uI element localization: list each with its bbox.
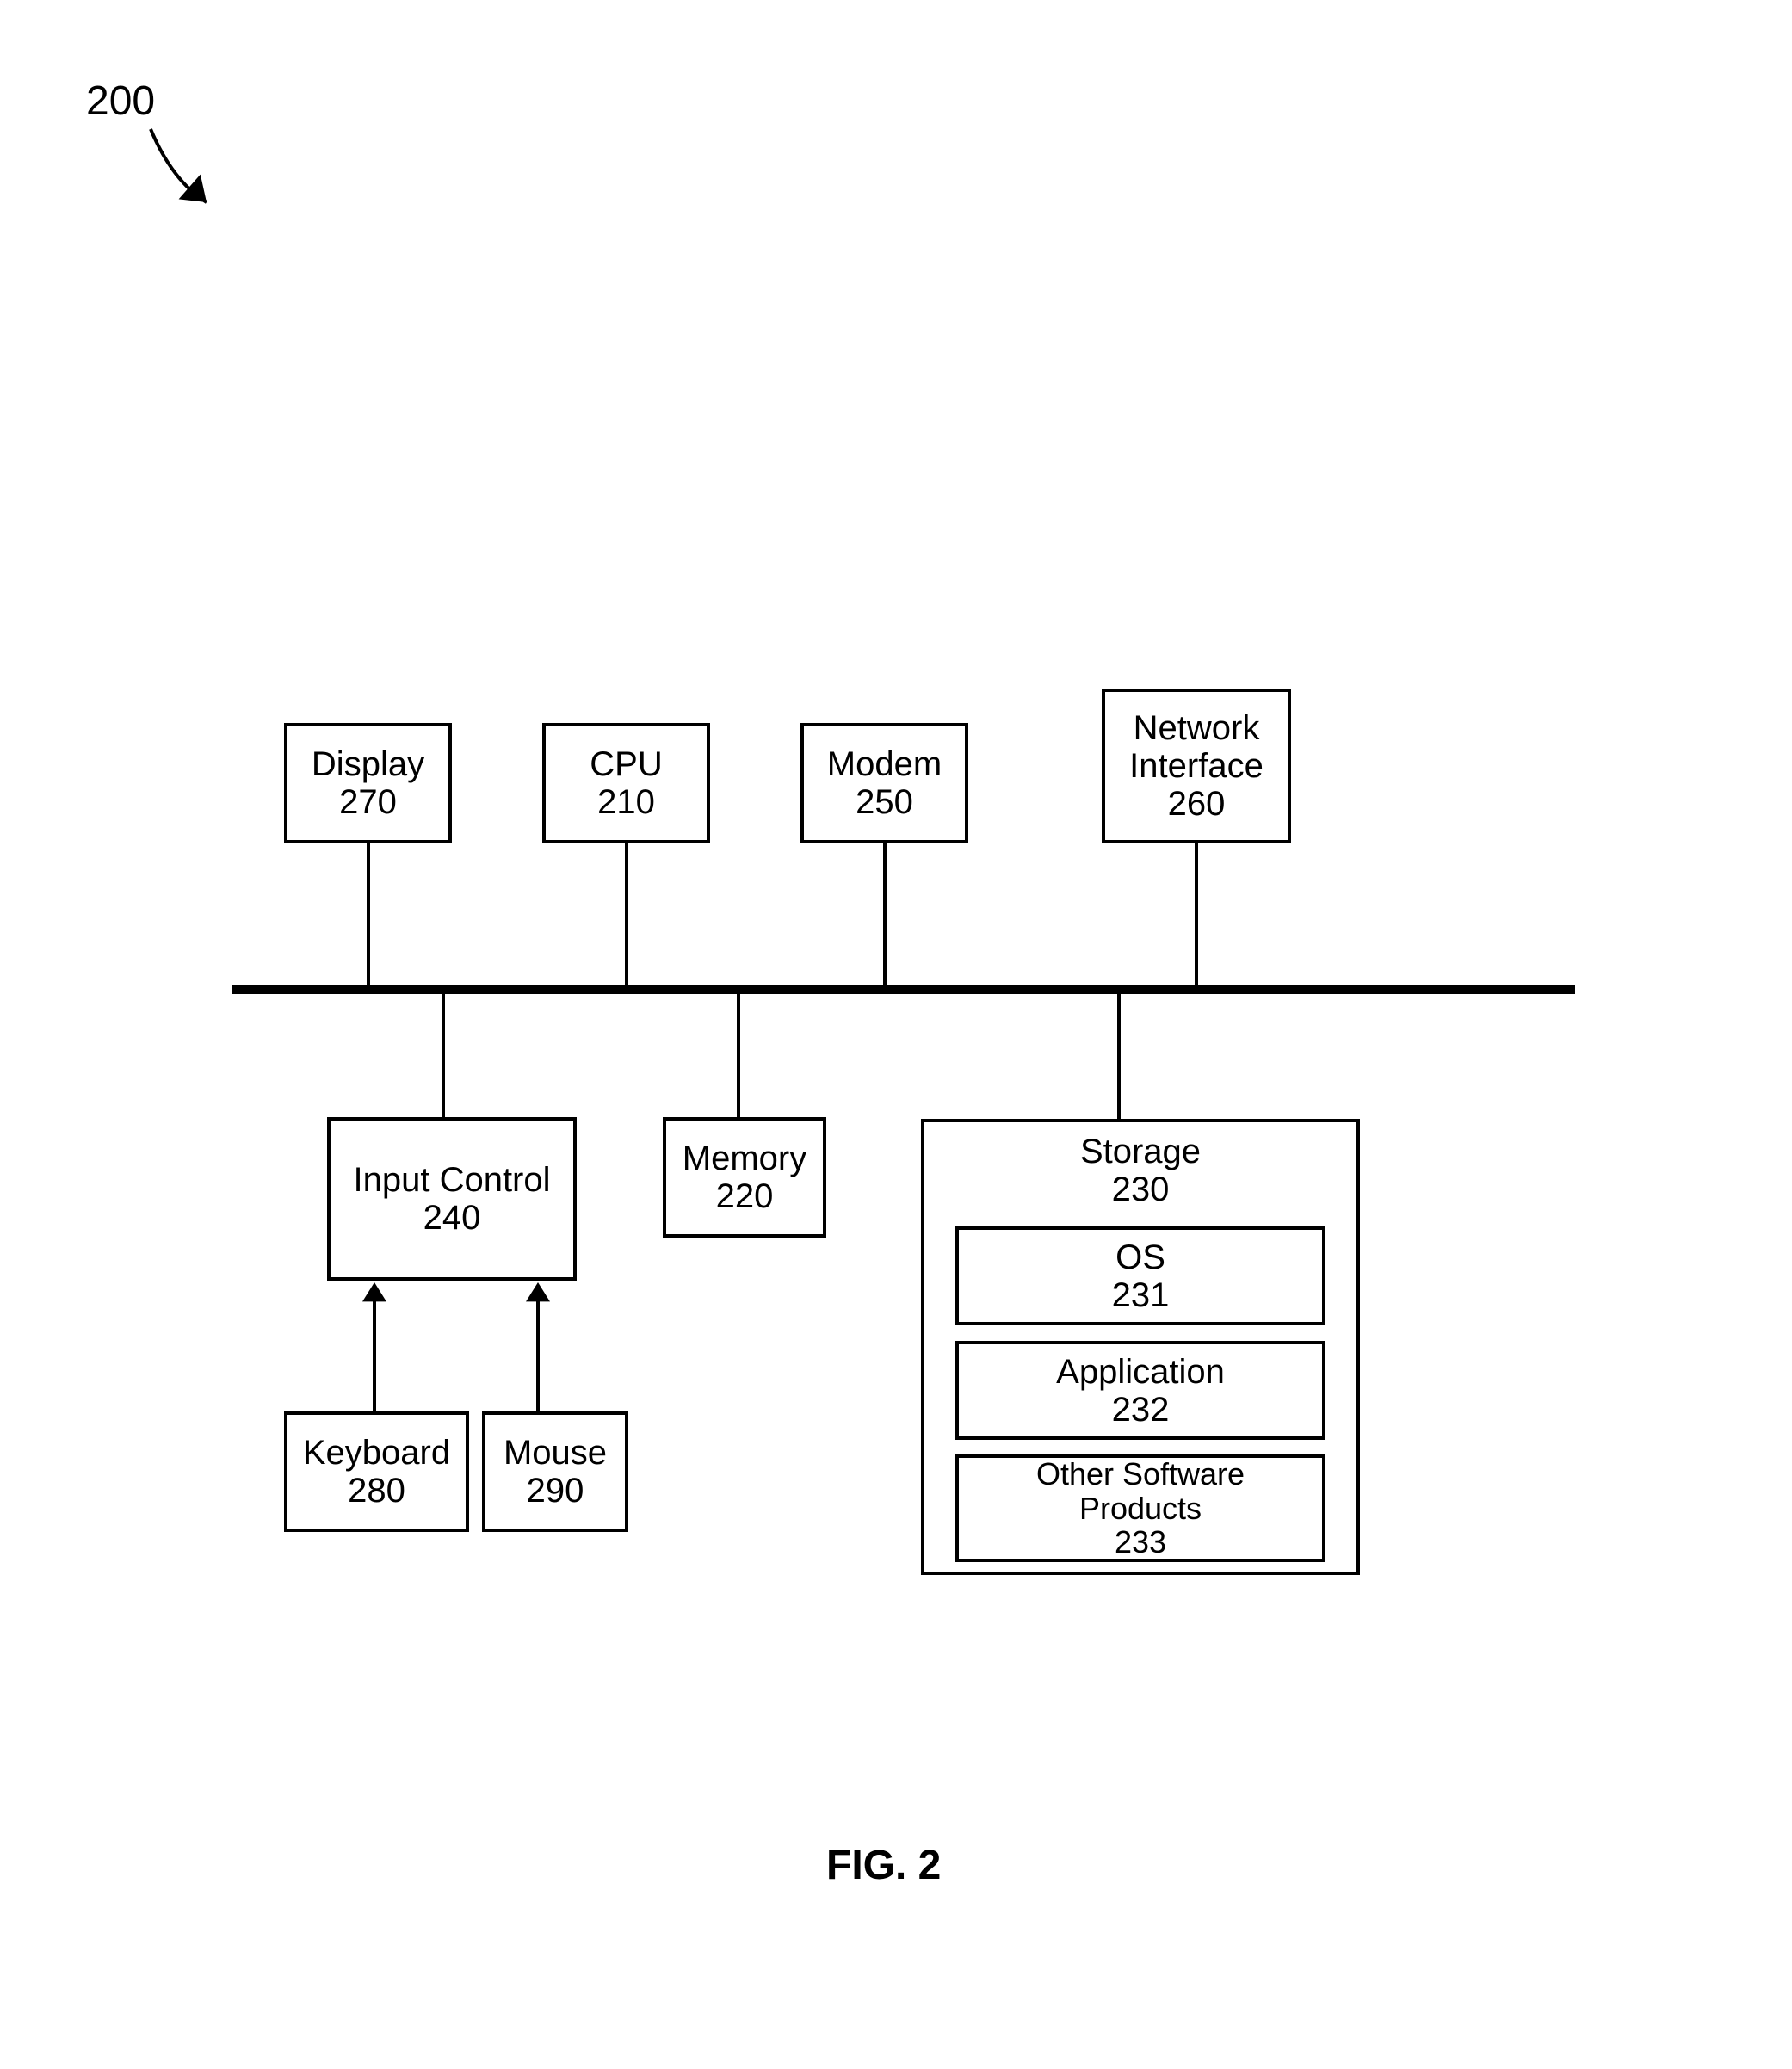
box-keyboard-number: 280	[348, 1472, 405, 1510]
box-cpu-label: CPU	[590, 745, 662, 783]
box-mouse-number: 290	[527, 1472, 584, 1510]
box-other-software: Other Software Products 233	[955, 1454, 1325, 1562]
box-memory-label: Memory	[683, 1139, 806, 1177]
box-network-number: 260	[1168, 785, 1226, 823]
box-other-label-2: Products	[1079, 1492, 1202, 1526]
box-network-interface: Network Interface 260	[1102, 689, 1291, 843]
box-display-number: 270	[339, 783, 397, 821]
box-other-number: 233	[1115, 1525, 1166, 1559]
figure-caption: FIG. 2	[826, 1842, 941, 1889]
box-application: Application 232	[955, 1341, 1325, 1440]
box-mouse: Mouse 290	[482, 1411, 628, 1532]
box-application-label: Application	[1056, 1353, 1225, 1391]
box-network-label-1: Network	[1134, 709, 1260, 747]
box-display: Display 270	[284, 723, 452, 843]
box-display-label: Display	[312, 745, 424, 783]
box-network-label-2: Interface	[1129, 747, 1264, 785]
box-os: OS 231	[955, 1226, 1325, 1325]
box-mouse-label: Mouse	[504, 1434, 607, 1472]
box-modem-number: 250	[856, 783, 913, 821]
box-modem-label: Modem	[827, 745, 942, 783]
box-storage-number: 230	[1112, 1170, 1170, 1208]
connector-layer	[0, 0, 1792, 2069]
box-os-label: OS	[1115, 1238, 1165, 1276]
diagram-canvas: 200 Display 270 CPU 210 Modem 250 Networ…	[0, 0, 1792, 2069]
box-input-label: Input Control	[353, 1161, 550, 1199]
box-other-label-1: Other Software	[1036, 1457, 1245, 1492]
box-keyboard: Keyboard 280	[284, 1411, 469, 1532]
box-cpu-number: 210	[597, 783, 655, 821]
box-input-number: 240	[423, 1199, 481, 1237]
box-cpu: CPU 210	[542, 723, 710, 843]
box-memory: Memory 220	[663, 1117, 826, 1238]
box-modem: Modem 250	[800, 723, 968, 843]
box-storage-label: Storage	[1080, 1133, 1201, 1170]
box-input-control: Input Control 240	[327, 1117, 577, 1281]
box-os-number: 231	[1112, 1276, 1170, 1314]
box-keyboard-label: Keyboard	[303, 1434, 450, 1472]
box-memory-number: 220	[716, 1177, 774, 1215]
box-application-number: 232	[1112, 1391, 1170, 1429]
